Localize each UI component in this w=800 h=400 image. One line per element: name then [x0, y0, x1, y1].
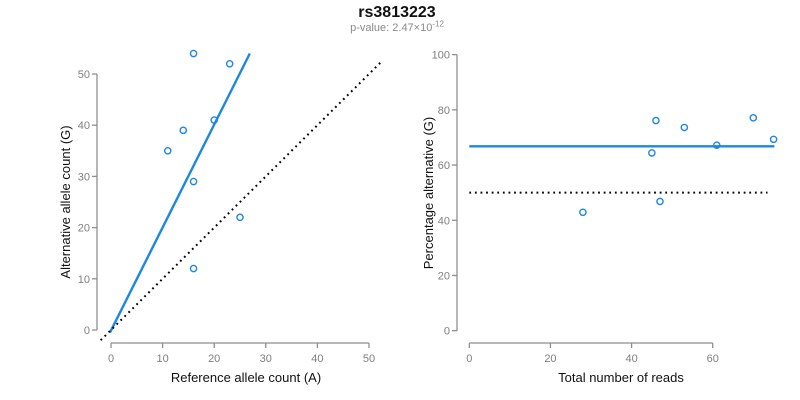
data-point [749, 114, 758, 122]
pvalue-text: p-value: 2.47×10 [350, 22, 433, 34]
data-point [210, 116, 218, 124]
y-tick-label: 0 [84, 325, 90, 337]
percentage-vs-reads-scatter: 0 20 40 60 80 100 0 20 40 60 Total number of reads… [421, 50, 778, 385]
x-tick-label: 60 [707, 353, 719, 365]
data-point [189, 264, 198, 273]
data-point [189, 177, 198, 186]
x-axis-title: Total number of reads [558, 370, 684, 385]
x-tick-label: 40 [625, 353, 637, 365]
y-axis-title: Percentage alternative (G) [421, 117, 436, 269]
x-tick-label: 10 [156, 353, 168, 365]
data-point [769, 135, 778, 144]
y-tick-label: 60 [438, 160, 450, 172]
y-tick-label: 100 [432, 50, 450, 62]
y-tick-label: 10 [78, 274, 90, 286]
x-axis-title: Reference allele count (A) [171, 370, 321, 385]
x-tick-label: 30 [260, 353, 272, 365]
y-tick-label: 40 [78, 120, 90, 132]
data-point [179, 126, 188, 135]
x-tick-label: 0 [108, 353, 114, 365]
x-tick-label: 50 [363, 353, 375, 365]
x-tick-label: 20 [544, 353, 556, 365]
data-point [225, 59, 234, 68]
data-point [579, 208, 587, 217]
x-tick-label: 20 [208, 353, 220, 365]
data-point [189, 49, 198, 58]
y-tick-label: 0 [444, 326, 450, 338]
y-tick-label: 30 [78, 171, 90, 183]
data-point [163, 146, 172, 155]
y-tick-label: 80 [438, 105, 450, 117]
regression-line [108, 52, 251, 334]
chart-title: rs3813223 [358, 4, 436, 21]
data-point [648, 149, 656, 157]
y-tick-label: 20 [78, 223, 90, 235]
data-point [236, 213, 244, 222]
y-tick-label: 50 [78, 69, 90, 81]
pvalue-exponent: -12 [432, 19, 444, 29]
allele-counts-scatter: 0 10 20 30 40 50 0 10 20 30 40 50 Reference allele c… [58, 49, 382, 385]
data-point [656, 197, 664, 206]
y-tick-label: 20 [438, 270, 450, 282]
x-tick-label: 0 [466, 353, 472, 365]
data-point [652, 116, 660, 125]
data-point [680, 123, 689, 132]
chart-subtitle: p-value: 2.47×10-12 [0, 19, 794, 34]
identity-line [99, 62, 382, 341]
y-tick-label: 40 [438, 215, 450, 227]
data-point [712, 141, 721, 149]
y-axis-title: Alternative allele count (G) [58, 125, 73, 278]
x-tick-label: 40 [311, 353, 323, 365]
